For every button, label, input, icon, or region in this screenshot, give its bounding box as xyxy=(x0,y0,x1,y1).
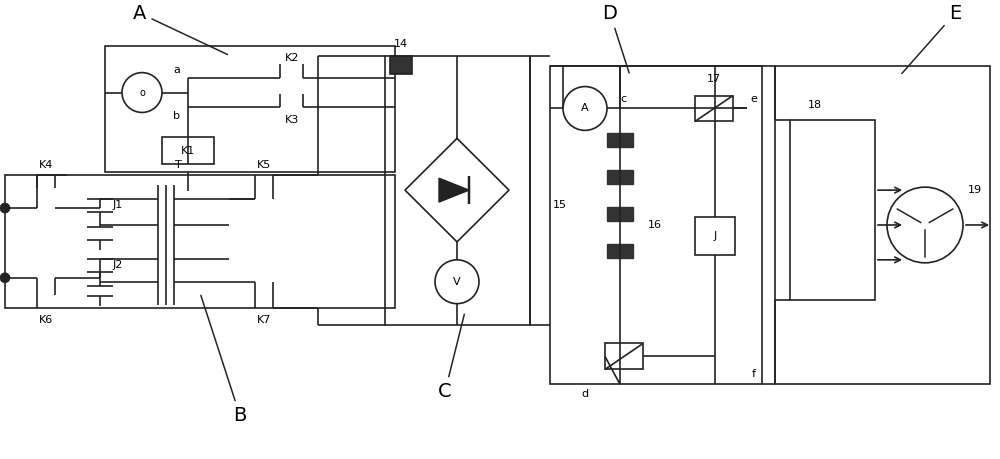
Bar xyxy=(607,134,633,147)
Bar xyxy=(5,175,395,308)
Text: A: A xyxy=(133,4,227,55)
Text: a: a xyxy=(174,65,180,75)
Text: B: B xyxy=(201,295,247,425)
Text: K5: K5 xyxy=(257,160,271,170)
Bar xyxy=(695,217,735,255)
Bar xyxy=(550,66,762,384)
Bar xyxy=(607,170,633,184)
Bar xyxy=(607,207,633,221)
Text: K6: K6 xyxy=(39,314,53,325)
Circle shape xyxy=(887,187,963,263)
Bar xyxy=(390,56,412,73)
Text: V: V xyxy=(453,277,461,287)
Text: 14: 14 xyxy=(394,39,408,49)
Text: J1: J1 xyxy=(113,200,123,210)
Text: D: D xyxy=(603,4,629,73)
Text: e: e xyxy=(751,94,757,104)
Text: K2: K2 xyxy=(285,53,299,63)
Text: K4: K4 xyxy=(39,160,53,170)
Bar xyxy=(105,46,395,172)
Text: T: T xyxy=(175,160,181,170)
Text: 15: 15 xyxy=(553,200,567,210)
Circle shape xyxy=(563,87,607,130)
Text: d: d xyxy=(581,389,589,399)
Text: o: o xyxy=(139,88,145,97)
Circle shape xyxy=(0,273,10,283)
Text: b: b xyxy=(174,112,180,122)
Text: 19: 19 xyxy=(968,185,982,195)
Bar xyxy=(775,66,990,384)
Circle shape xyxy=(0,203,10,213)
Text: f: f xyxy=(752,369,756,379)
Text: A: A xyxy=(581,103,589,113)
Text: K3: K3 xyxy=(285,115,299,125)
Bar xyxy=(385,56,530,325)
Text: C: C xyxy=(438,314,464,401)
Bar xyxy=(162,137,214,164)
Bar xyxy=(605,343,643,369)
Polygon shape xyxy=(439,178,469,202)
Text: K7: K7 xyxy=(257,314,271,325)
Text: c: c xyxy=(620,94,626,104)
Text: K1: K1 xyxy=(181,146,195,156)
Bar xyxy=(790,120,875,300)
Text: 18: 18 xyxy=(808,101,822,111)
Text: 17: 17 xyxy=(707,73,721,84)
Circle shape xyxy=(122,73,162,112)
Bar xyxy=(607,244,633,258)
Text: J: J xyxy=(713,231,717,241)
Text: E: E xyxy=(902,4,961,73)
Circle shape xyxy=(435,260,479,304)
Bar xyxy=(695,95,733,122)
Text: 16: 16 xyxy=(648,220,662,230)
Text: J2: J2 xyxy=(113,260,123,270)
